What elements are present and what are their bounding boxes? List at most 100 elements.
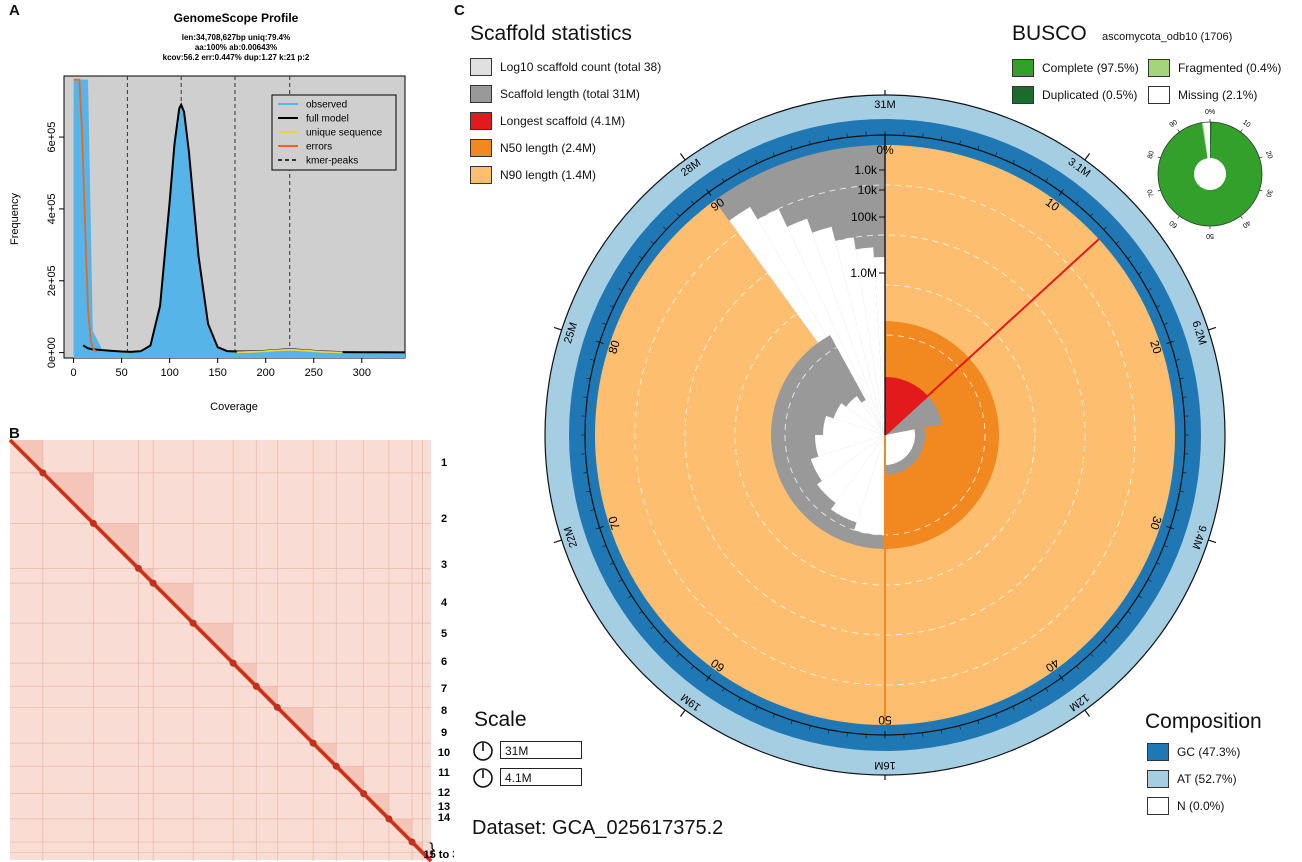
- scaffold-legend-item-5: N90 length (1.4M): [470, 166, 596, 184]
- inner-ring-minor-tick: [1156, 562, 1161, 565]
- inner-ring-minor-tick: [721, 688, 725, 692]
- legend-swatch: [1148, 59, 1170, 77]
- inner-ring-minor-tick: [1175, 509, 1180, 511]
- inner-ring-minor-tick: [1029, 168, 1032, 173]
- legend-label: N90 length (1.4M): [500, 168, 597, 182]
- composition-legend-item-3: N (0.0%): [1147, 797, 1224, 815]
- composition-gc-variation: [1054, 167, 1060, 171]
- inner-ring-minor-tick: [1170, 527, 1175, 530]
- composition-gc-variation: [934, 115, 941, 124]
- inner-ring-minor-tick: [721, 178, 725, 182]
- hic-diag-node: [89, 519, 97, 527]
- composition-gc-variation: [1024, 149, 1030, 154]
- hic-row-label-14: 14: [438, 812, 451, 824]
- busco-tick: [1177, 129, 1180, 133]
- genomescope-chart: GenomeScope Profile len:34,708,627bp uni…: [9, 11, 406, 413]
- scaffold-legend-item-2: Scaffold length (total 31M): [470, 85, 640, 103]
- composition-gc-variation: [953, 120, 961, 128]
- inner-ring-minor-tick: [922, 133, 924, 138]
- composition-gc-variation: [929, 119, 935, 123]
- outer-ring-tick: [1208, 539, 1217, 544]
- composition-gc-variation: [949, 124, 955, 127]
- inner-ring-minor-tick: [755, 159, 758, 164]
- inner-ring-minor-tick: [650, 240, 655, 245]
- scale-title: Scale: [474, 708, 527, 731]
- hic-row-label-10: 10: [438, 747, 450, 759]
- chart-a-subtitle-2: aa:100% ab:0.00643%: [195, 43, 277, 52]
- inner-ring-minor-tick: [940, 136, 943, 141]
- inner-ring-label: 20: [1147, 338, 1165, 355]
- composition-gc-variation: [1062, 173, 1067, 177]
- legend-label: errors: [306, 142, 332, 153]
- inner-ring-minor-tick: [977, 145, 980, 150]
- busco-tick-label: 40: [1241, 219, 1252, 229]
- inner-ring-minor-tick: [706, 188, 709, 193]
- chart-a-subtitle-3: kcov:56.2 err:0.447% dup:1.27 k:21 p:2: [163, 53, 310, 62]
- inner-ring-minor-tick: [995, 713, 998, 718]
- series-errors: [73, 78, 98, 353]
- scale-clock-icon-2: [473, 768, 493, 788]
- hic-scaffold-block: [10, 440, 43, 473]
- inner-ring-minor-tick: [1012, 706, 1015, 711]
- composition-gc-variation: [1019, 147, 1025, 152]
- hic-diagonal-core: [9, 439, 432, 862]
- snail-plot: 1.0k10k100k1.0M0%10203040506070809031M3.…: [544, 90, 1226, 780]
- busco-tick: [1157, 189, 1161, 192]
- inner-ring-minor-tick: [1115, 240, 1120, 245]
- x-tick-label: 250: [305, 367, 323, 379]
- composition-gc-variation: [904, 115, 911, 120]
- busco-tick-label: 90: [1169, 119, 1180, 129]
- inner-ring-minor-tick: [706, 677, 709, 682]
- scaffold-legend-item-3: Longest scaffold (4.1M): [470, 112, 625, 130]
- composition-gc-variation: [944, 117, 951, 126]
- inner-ring-minor-tick: [595, 527, 600, 530]
- busco-legend-item-missing: Missing (2.1%): [1148, 86, 1257, 104]
- inner-ring-minor-tick: [1045, 178, 1049, 182]
- hic-row-label-8: 8: [441, 705, 447, 717]
- inner-ring-minor-tick: [846, 732, 848, 737]
- inner-ring-minor-tick: [1127, 611, 1132, 614]
- scaffold-count-gap: [817, 435, 885, 503]
- inner-ring-minor-tick: [1075, 200, 1080, 205]
- busco-donut-chart: 0% 10 20 30 40 50 60 70 80 90: [1147, 109, 1273, 239]
- hic-diag-node: [408, 838, 416, 846]
- composition-gc-variation: [1028, 151, 1034, 156]
- busco-tick-label: 60: [1168, 219, 1179, 229]
- legend-label: GC (47.3%): [1177, 745, 1241, 759]
- scaffold-count-gap: [823, 415, 885, 435]
- composition-gc-variation: [939, 122, 945, 125]
- scaffold-length-step: [855, 247, 885, 435]
- hic-brace: }: [429, 841, 435, 858]
- hic-row-label-1: 1: [441, 457, 447, 469]
- outer-ring-tick: [1084, 709, 1091, 717]
- outer-ring-tick: [1084, 153, 1091, 161]
- hic-diag-node: [309, 739, 317, 747]
- scale-value-2: 4.1M: [500, 768, 582, 786]
- inner-ring-minor-tick: [1138, 271, 1142, 275]
- inner-ring-minor-tick: [676, 213, 680, 217]
- inner-ring-minor-tick: [1170, 340, 1175, 343]
- busco-missing-segment: [1203, 122, 1210, 159]
- legend-item-kmer-peaks: kmer-peaks: [278, 156, 358, 167]
- composition-gc-variation: [894, 116, 900, 120]
- legend-item-full-model: full model: [278, 114, 349, 125]
- inner-ring-minor-tick: [628, 271, 632, 275]
- longest-scaffold-sector: [885, 377, 928, 435]
- legend-label: N50 length (2.4M): [500, 141, 597, 155]
- hic-diag-node: [134, 564, 142, 572]
- busco-legend-item-duplicated: Duplicated (0.5%): [1012, 86, 1137, 104]
- legend-label: Duplicated (0.5%): [1042, 88, 1138, 102]
- inner-ring-minor-tick: [663, 226, 667, 230]
- scaffold-length-step: [835, 237, 885, 435]
- busco-tick-label: 0%: [1205, 109, 1215, 116]
- inner-ring-minor-tick: [590, 509, 595, 511]
- inner-ring-minor-tick: [1163, 322, 1168, 325]
- busco-tick-label: 10: [1241, 119, 1252, 129]
- series-unique-sequence: [236, 348, 343, 354]
- hic-scaffold-block: [138, 568, 154, 584]
- composition-gc-variation: [919, 115, 926, 122]
- x-tick-label: 50: [116, 367, 128, 379]
- composition-gc-variation: [968, 126, 975, 132]
- scaffold-count-gap: [885, 429, 915, 465]
